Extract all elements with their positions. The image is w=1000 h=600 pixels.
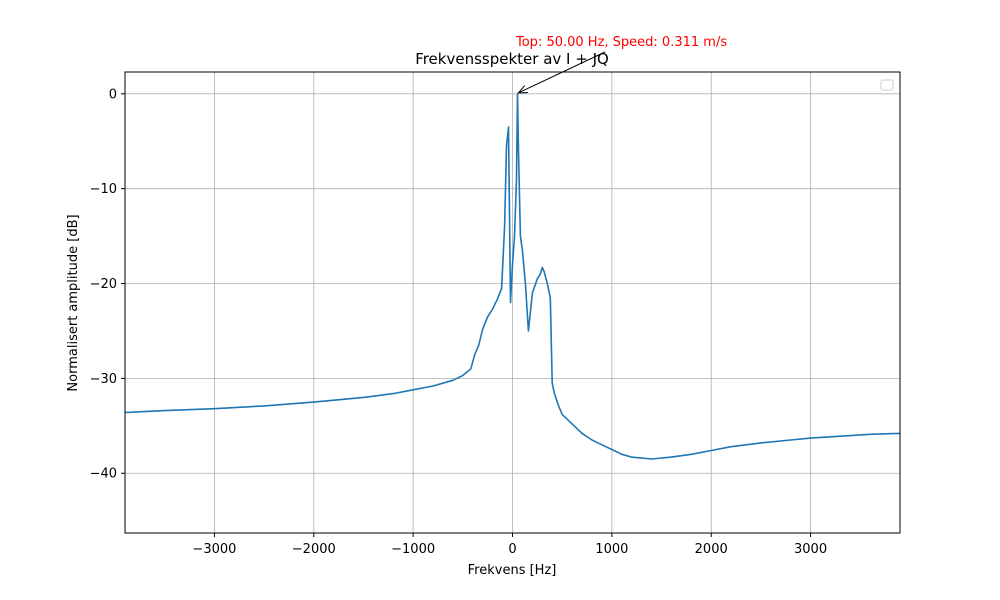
- x-axis-ticks: −3000 −2000 −1000 0 1000 2000 3000: [192, 533, 827, 557]
- x-tick-label: −2000: [292, 542, 336, 557]
- chart-title: Frekvensspekter av I + JQ: [415, 50, 609, 68]
- y-tick-label: −10: [90, 182, 117, 197]
- peak-annotation: Top: 50.00 Hz, Speed: 0.311 m/s: [515, 35, 727, 50]
- x-tick-label: 3000: [794, 542, 827, 557]
- x-tick-label: −1000: [391, 542, 435, 557]
- legend-box: [880, 79, 894, 91]
- y-axis-ticks: 0 −10 −20 −30 −40: [90, 87, 125, 482]
- y-tick-label: −30: [90, 372, 117, 387]
- spectrum-line: [125, 93, 900, 460]
- y-axis-label: Normalisert amplitude [dB]: [66, 214, 81, 391]
- grid: [125, 72, 900, 533]
- y-tick-label: 0: [109, 87, 117, 102]
- x-tick-label: 1000: [595, 542, 628, 557]
- x-tick-label: −3000: [192, 542, 236, 557]
- x-axis-label: Frekvens [Hz]: [468, 563, 557, 578]
- y-tick-label: −40: [90, 467, 117, 482]
- x-tick-label: 0: [508, 542, 516, 557]
- x-tick-label: 2000: [695, 542, 728, 557]
- y-tick-label: −20: [90, 277, 117, 292]
- annotation-arrow: [518, 51, 606, 93]
- data-series: [125, 93, 900, 460]
